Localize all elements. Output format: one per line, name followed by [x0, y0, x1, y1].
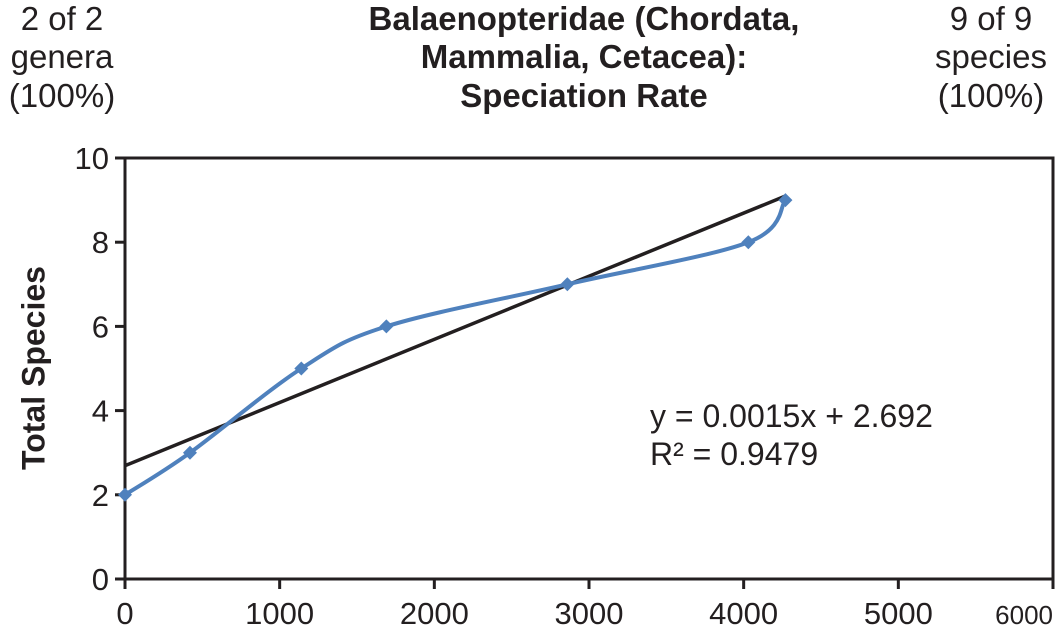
x-tick-label: 1000: [245, 596, 314, 631]
x-tick-label: 3000: [555, 596, 624, 631]
y-tick-label: 0: [92, 562, 109, 597]
series-line: [123, 198, 788, 497]
x-tick-label: 4000: [709, 596, 778, 631]
data-point-marker: [294, 361, 309, 376]
r-squared-text: R² = 0.9479: [650, 436, 819, 473]
genera-count-label: 2 of 2 genera (100%): [8, 0, 116, 114]
y-tick-label: 10: [75, 141, 109, 176]
x-axis-ticks: 0 1000 2000 3000 4000 5000 6000: [116, 579, 1055, 631]
data-point-marker: [560, 277, 575, 292]
data-point-marker: [182, 445, 197, 460]
y-axis-ticks: 0 2 4 6 8 10: [75, 141, 125, 597]
trendline-layer: [124, 194, 787, 468]
data-point-marker: [741, 235, 756, 250]
y-tick-label: 6: [92, 309, 109, 344]
x-tick-label: 2000: [400, 596, 469, 631]
species-count-label: 9 of 9 species (100%): [935, 0, 1047, 114]
x-tick-label: 6000: [995, 600, 1053, 630]
plot-area-frame: [123, 156, 1055, 581]
data-point-marker: [778, 193, 793, 208]
chart-title: Balaenopteridae (Chordata, Mammalia, Cet…: [368, 0, 800, 114]
trendline-equation-text: y = 0.0015x + 2.692: [650, 398, 933, 434]
series-layer: [118, 193, 793, 502]
y-tick-label: 8: [92, 225, 109, 260]
trendline-equation: y = 0.0015x + 2.692 R² = 0.9479: [650, 397, 933, 474]
y-tick-label: 4: [92, 394, 109, 429]
data-point-marker: [118, 487, 132, 502]
y-tick-label: 2: [92, 478, 109, 513]
x-tick-label: 0: [116, 596, 133, 631]
data-point-marker: [379, 319, 394, 334]
x-tick-label: 5000: [864, 596, 933, 631]
trendline: [124, 194, 787, 468]
